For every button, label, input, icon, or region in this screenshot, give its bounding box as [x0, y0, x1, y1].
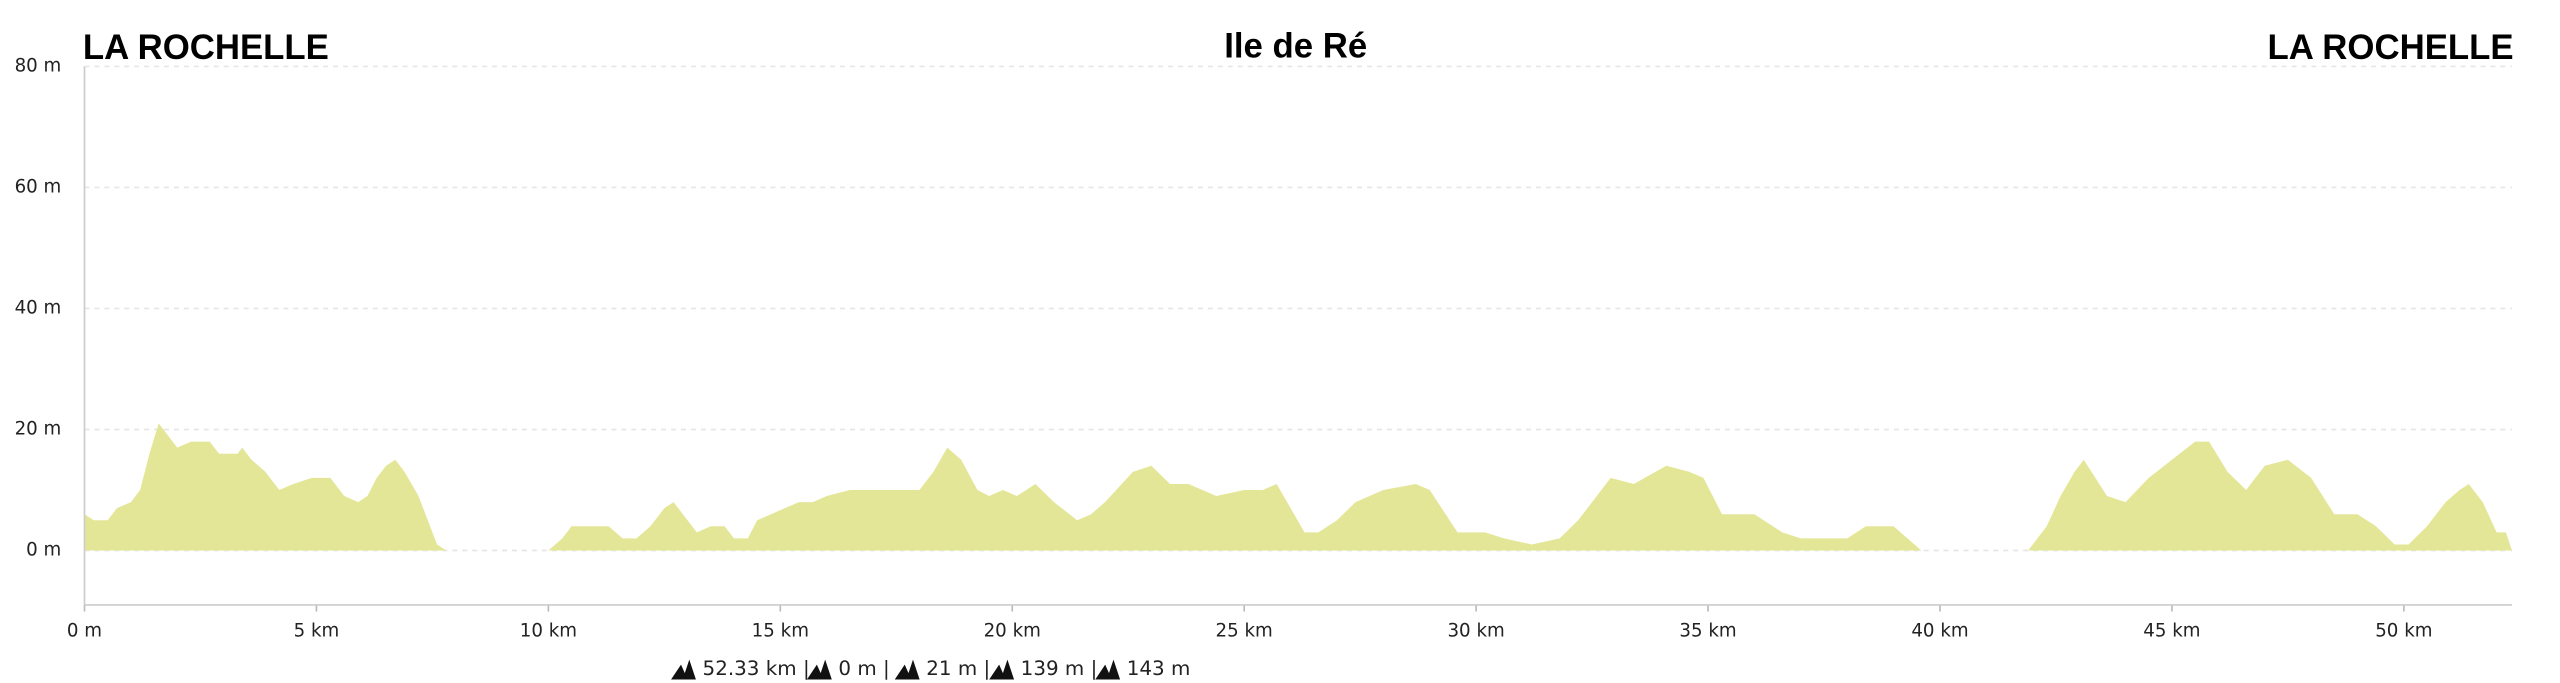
x-tick-label: 10 km [520, 620, 577, 641]
x-tick-label: 25 km [1216, 620, 1273, 641]
y-tick-label: 0 m [26, 540, 61, 561]
stat-icon [806, 659, 832, 680]
y-tick-label: 20 m [15, 418, 62, 439]
stat-value: 0 m | [838, 657, 889, 680]
stat-icon [989, 659, 1015, 680]
x-tick-label: 15 km [752, 620, 809, 641]
x-tick-label: 5 km [294, 620, 340, 641]
end-label: LA ROCHELLE [2268, 29, 2514, 67]
elevation-area [84, 423, 2512, 551]
x-tick-label: 0 m [67, 620, 102, 641]
x-tick-label: 45 km [2143, 620, 2200, 641]
stat-icon [671, 659, 696, 680]
stat-value: 139 m | [1021, 657, 1098, 680]
y-tick-label: 60 m [15, 176, 62, 197]
y-tick-label: 80 m [15, 55, 62, 76]
x-tick-label: 35 km [1679, 620, 1736, 641]
x-tick-label: 30 km [1447, 620, 1504, 641]
x-tick-label: 40 km [1911, 620, 1968, 641]
y-tick-label: 40 m [15, 297, 62, 318]
start-label: LA ROCHELLE [83, 29, 329, 67]
stat-icon [894, 659, 920, 680]
x-tick-label: 20 km [984, 620, 1041, 641]
x-tick-label: 50 km [2375, 620, 2432, 641]
stat-icon [1095, 659, 1121, 680]
stat-value: 52.33 km | [703, 657, 810, 680]
stat-value: 21 m | [926, 657, 990, 680]
stat-value: 143 m [1127, 657, 1191, 680]
chart-title: Ile de Ré [1224, 27, 1367, 65]
